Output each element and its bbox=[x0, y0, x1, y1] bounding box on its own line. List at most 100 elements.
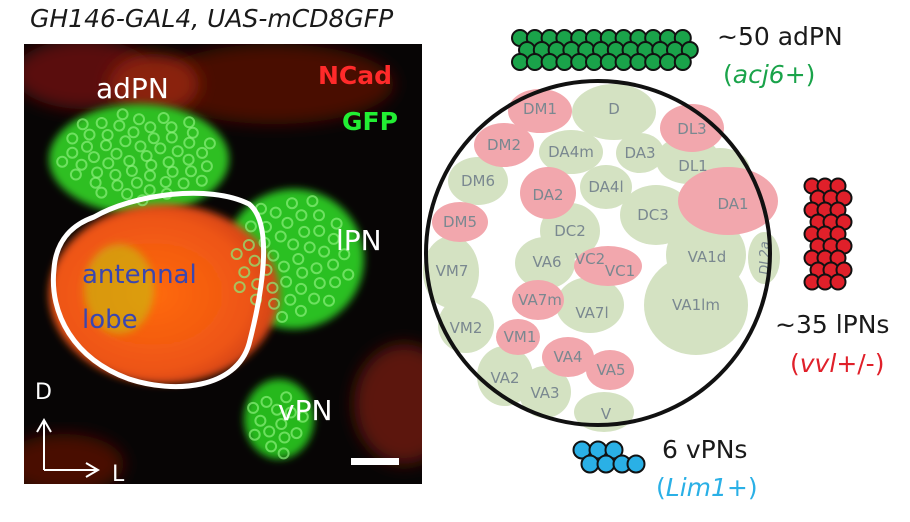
glomerulus-vm2 bbox=[438, 297, 494, 353]
glomerulus-da2 bbox=[520, 167, 576, 219]
glomerulus-dm1 bbox=[508, 89, 572, 133]
soma-dot bbox=[111, 179, 124, 192]
lpn-gene: vvl bbox=[799, 349, 837, 378]
cell-dot bbox=[644, 53, 663, 71]
soma-dot bbox=[271, 403, 283, 416]
soma-dots bbox=[56, 108, 355, 460]
soma-dot bbox=[75, 158, 88, 171]
soma-dot bbox=[247, 401, 260, 414]
soma-dot bbox=[157, 112, 170, 124]
lpn-marker-close: +/-) bbox=[836, 349, 885, 378]
soma-dot bbox=[323, 294, 335, 307]
background-glow bbox=[154, 44, 394, 124]
label-v: V bbox=[601, 405, 612, 423]
label-da4m: DA4m bbox=[548, 143, 594, 161]
soma-dot bbox=[267, 249, 280, 262]
soma-dot bbox=[66, 146, 79, 159]
soma-dot bbox=[260, 395, 273, 408]
lobe-label: lobe bbox=[82, 305, 138, 335]
label-va6: VA6 bbox=[532, 253, 561, 271]
glomerulus-da3 bbox=[616, 133, 664, 173]
soma-dot bbox=[134, 140, 147, 153]
cell-dot bbox=[829, 273, 847, 291]
glomerulus-va4 bbox=[542, 337, 594, 377]
label-dm5: DM5 bbox=[443, 213, 477, 231]
soma-dot bbox=[298, 225, 311, 238]
label-vm7: VM7 bbox=[436, 262, 469, 280]
soma-dot bbox=[121, 188, 134, 200]
soma-dot bbox=[268, 297, 281, 310]
label-vc1: VC1 bbox=[605, 262, 635, 280]
soma-dot bbox=[196, 146, 209, 159]
soma-dot bbox=[313, 277, 326, 290]
antennal-lobe-circle bbox=[424, 79, 772, 427]
soma-dot bbox=[265, 440, 278, 453]
glomerulus-va5 bbox=[586, 350, 634, 390]
soma-dot bbox=[276, 310, 289, 323]
adpn-gene: acj6 bbox=[732, 60, 785, 89]
lpn-label: lPN bbox=[336, 224, 382, 257]
soma-dot bbox=[89, 176, 102, 189]
soma-dot bbox=[266, 281, 279, 294]
soma-dot bbox=[295, 209, 308, 222]
vpn-marker-open: ( bbox=[656, 473, 666, 502]
soma-dot bbox=[313, 209, 325, 222]
soma-dot bbox=[125, 164, 138, 177]
soma-dot bbox=[101, 129, 114, 141]
cell-dot bbox=[626, 454, 646, 474]
soma-dot bbox=[230, 248, 243, 260]
soma-dot bbox=[177, 177, 190, 190]
vpn-dot-cluster bbox=[572, 440, 646, 474]
label-va1d: VA1d bbox=[688, 248, 727, 266]
soma-dot bbox=[280, 275, 293, 288]
soma-dot bbox=[166, 165, 179, 178]
cell-dot bbox=[673, 53, 692, 71]
soma-dot bbox=[110, 147, 123, 160]
label-va5: VA5 bbox=[596, 361, 625, 379]
vpn-gene: Lim1 bbox=[665, 473, 727, 502]
soma-dot bbox=[165, 121, 178, 134]
cell-dot bbox=[659, 53, 677, 71]
soma-dot bbox=[278, 431, 291, 444]
soma-dot bbox=[296, 410, 309, 423]
glomerulus-va7l bbox=[556, 277, 624, 333]
cell-dot bbox=[629, 53, 648, 71]
label-dm1: DM1 bbox=[523, 100, 557, 118]
glomerulus-va3 bbox=[519, 366, 571, 418]
soma-dot bbox=[154, 142, 167, 155]
lpn-count: ~35 lPNs bbox=[775, 310, 890, 339]
soma-dot bbox=[183, 116, 196, 129]
label-va7m: VA7m bbox=[518, 291, 562, 309]
soma-dot bbox=[66, 132, 79, 145]
glomerulus-dl3 bbox=[660, 104, 724, 152]
soma-dot bbox=[244, 220, 257, 233]
label-va3: VA3 bbox=[530, 384, 559, 402]
soma-dot bbox=[310, 262, 323, 275]
figure-title: GH146-GAL4, UAS-mCD8GFP bbox=[30, 4, 394, 33]
adpn-marker: (acj6+) bbox=[723, 60, 815, 89]
cell-dot bbox=[511, 53, 529, 71]
glomerulus-va1lm bbox=[644, 255, 748, 355]
soma-dot bbox=[277, 447, 290, 460]
orientation-axes bbox=[36, 418, 100, 478]
soma-dot bbox=[147, 132, 160, 145]
soma-dot bbox=[284, 293, 297, 306]
cell-dot bbox=[580, 454, 600, 474]
cell-dot bbox=[540, 53, 559, 71]
label-va7l: VA7l bbox=[575, 304, 608, 322]
soma-dot bbox=[133, 113, 145, 126]
soma-dot bbox=[269, 206, 282, 219]
label-va1lm: VA1lm bbox=[672, 296, 720, 314]
soma-dot bbox=[280, 391, 293, 404]
soma-dot bbox=[83, 128, 96, 141]
gfp-label: GFP bbox=[342, 107, 398, 136]
adpn-marker-open: ( bbox=[723, 60, 733, 89]
glomerulus-dl2a bbox=[748, 232, 780, 284]
adpn-marker-close: +) bbox=[784, 60, 816, 89]
soma-dot bbox=[342, 268, 355, 281]
cell-dot bbox=[555, 53, 574, 71]
background-glow bbox=[354, 344, 422, 464]
soma-dot bbox=[130, 176, 143, 189]
soma-dot bbox=[254, 414, 267, 427]
